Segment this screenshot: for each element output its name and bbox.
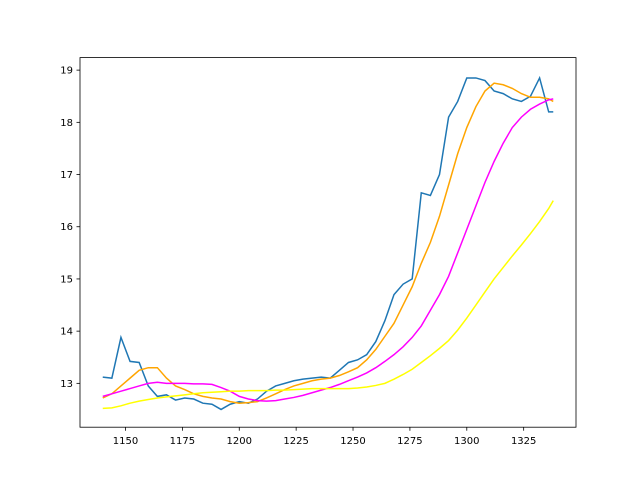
x-tick-label: 1325	[511, 436, 536, 447]
x-tick-label: 1200	[227, 436, 252, 447]
y-tick-label: 13	[60, 379, 73, 390]
y-tick-label: 19	[60, 66, 73, 77]
x-tick-label: 1250	[340, 436, 365, 447]
axes-frame	[79, 57, 577, 428]
y-tick-label: 15	[60, 274, 73, 285]
data-line	[102, 82, 554, 404]
x-tick-label: 1175	[170, 436, 195, 447]
data-line	[102, 98, 554, 402]
x-tick-label: 1275	[397, 436, 422, 447]
y-tick-label: 16	[60, 222, 73, 233]
data-line	[102, 200, 554, 410]
x-tick-label: 1225	[283, 436, 308, 447]
x-tick-label: 1300	[454, 436, 479, 447]
data-line	[102, 75, 554, 411]
x-tick-label: 1150	[113, 436, 138, 447]
y-tick-label: 14	[60, 327, 73, 338]
y-tick-label: 17	[60, 170, 73, 181]
y-tick-label: 18	[60, 118, 73, 129]
